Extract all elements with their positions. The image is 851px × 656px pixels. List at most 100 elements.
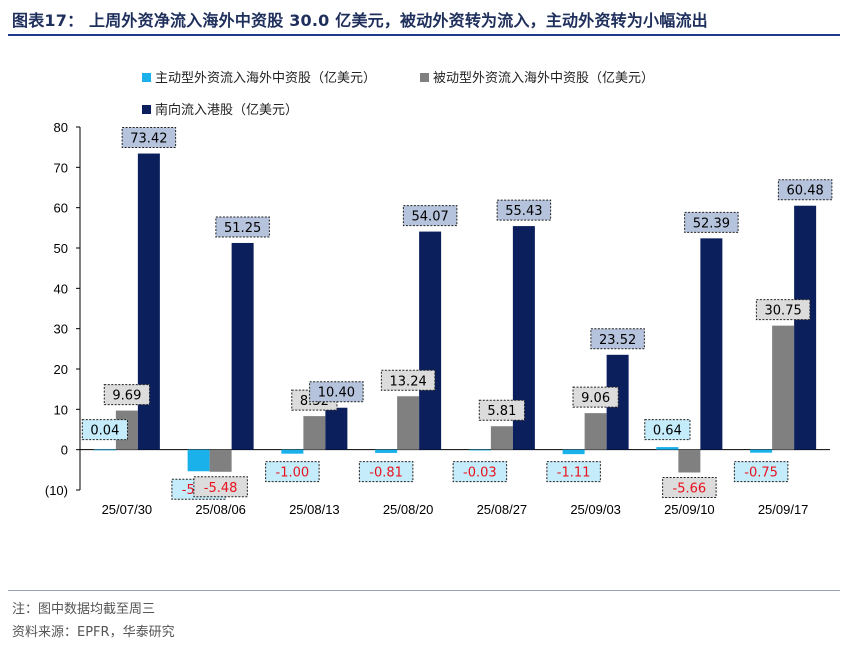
data-label-text: 23.52 [599,333,636,348]
data-label: 0.04 [81,419,128,441]
data-label-text: 0.64 [653,424,682,439]
bar [750,449,773,453]
data-label: 51.25 [215,216,270,238]
data-label-box [590,328,645,350]
x-tick-label: 25/08/13 [289,502,340,517]
data-label-text: 52.39 [693,216,730,231]
data-label-box [215,216,270,238]
bar [656,447,679,450]
data-labels: 0.049.6973.42-5.35-5.4851.25-1.008.3210.… [81,127,833,500]
data-label-text: 9.69 [112,389,141,404]
source-line: 资料来源：EPFR，华泰研究 [12,625,175,640]
legend-swatch [142,105,151,114]
data-label-text: -0.81 [369,466,403,481]
bar [375,449,398,453]
data-label: 0.64 [644,419,691,441]
y-tick-label: 50 [54,241,68,256]
data-label-box [662,476,717,498]
bar [562,449,585,455]
data-label-box [733,461,789,483]
data-label: 9.06 [572,386,619,408]
data-label-box [121,127,177,149]
data-label: -0.81 [358,461,414,483]
footnote: 注：图中数据均截至周三 [12,602,156,617]
data-label-text: 73.42 [130,132,167,147]
bar [772,325,795,450]
data-label-text: 55.43 [505,204,542,219]
bar [137,153,160,450]
data-label: 73.42 [121,127,177,149]
bar [512,226,535,450]
axes: 80 70 60 50 40 30 20 10 0 (10) 25/07/30 25/08/06 25/… [45,120,830,517]
y-tick-label: 80 [54,120,68,135]
legend-label: 主动型外资流入海外中资股（亿美元） [155,71,376,86]
bar [397,396,420,450]
data-label-text: -0.75 [744,466,778,481]
data-label-box [684,211,739,233]
data-label: -1.00 [265,461,320,483]
bar [325,407,348,450]
bar [468,449,491,451]
bar [419,231,442,450]
data-label-box [755,299,811,321]
data-label-text: -0.03 [463,466,497,481]
data-label-box [546,461,601,483]
data-label-box [452,461,508,483]
x-tick-label: 25/09/10 [664,502,715,517]
data-label: -5.66 [662,476,717,498]
data-label-text: 0.04 [90,424,119,439]
data-label: -0.75 [733,461,789,483]
data-label-text: -5.66 [673,481,707,496]
data-label-text: 60.48 [787,184,824,199]
data-label: 55.43 [496,199,552,221]
bar [584,413,607,450]
y-tick-label: 10 [54,402,68,417]
data-label-box [81,419,128,441]
data-label-box [777,179,833,201]
data-label: 10.40 [309,381,364,403]
bar [303,416,326,450]
data-label-box [265,461,320,483]
legend-swatch [420,73,429,82]
data-label: 9.69 [103,384,150,406]
data-label: -0.03 [452,461,508,483]
bar-chart: 主动型外资流入海外中资股（亿美元） 被动型外资流入海外中资股（亿美元） 南向流入港股… [45,71,833,517]
y-tick-label: (10) [45,483,68,498]
data-label: 52.39 [684,211,739,233]
bar [187,449,210,472]
data-label-box [478,399,525,421]
x-tick-label: 25/09/03 [570,502,621,517]
data-label: 13.24 [380,369,436,391]
data-label: 23.52 [590,328,645,350]
legend: 主动型外资流入海外中资股（亿美元） 被动型外资流入海外中资股（亿美元） 南向流入港股… [142,71,654,118]
data-label-text: -1.11 [557,466,591,481]
x-tick-label: 25/08/20 [383,502,434,517]
data-label-box [572,386,619,408]
legend-label: 南向流入港股（亿美元） [155,102,298,118]
data-label: 54.07 [402,205,458,227]
x-tick-label: 25/08/27 [477,502,528,517]
figure-title: 图表17： 上周外资净流入海外中资股 30.0 亿美元，被动外资转为流入，主动外… [12,11,708,30]
bar [700,238,723,450]
footer-divider [8,590,840,591]
bar [281,449,304,454]
data-label-box [103,384,150,406]
data-label-text: 9.06 [581,391,610,406]
data-label-text: 30.75 [765,304,802,319]
bar [93,449,116,451]
data-label-box [193,476,248,498]
bar [490,426,513,450]
data-label: -5.48 [193,476,248,498]
bar [209,449,232,472]
y-tick-label: 70 [54,160,68,175]
data-label-text: 10.40 [318,386,355,401]
data-label-text: 5.81 [487,404,516,419]
y-tick-label: 0 [61,443,68,458]
title-divider [8,34,840,36]
y-tick-label: 30 [54,322,68,337]
data-label-box [358,461,414,483]
x-tick-label: 25/09/17 [758,502,809,517]
legend-swatch [142,73,151,82]
data-label: -1.11 [546,461,601,483]
bar [794,205,817,450]
